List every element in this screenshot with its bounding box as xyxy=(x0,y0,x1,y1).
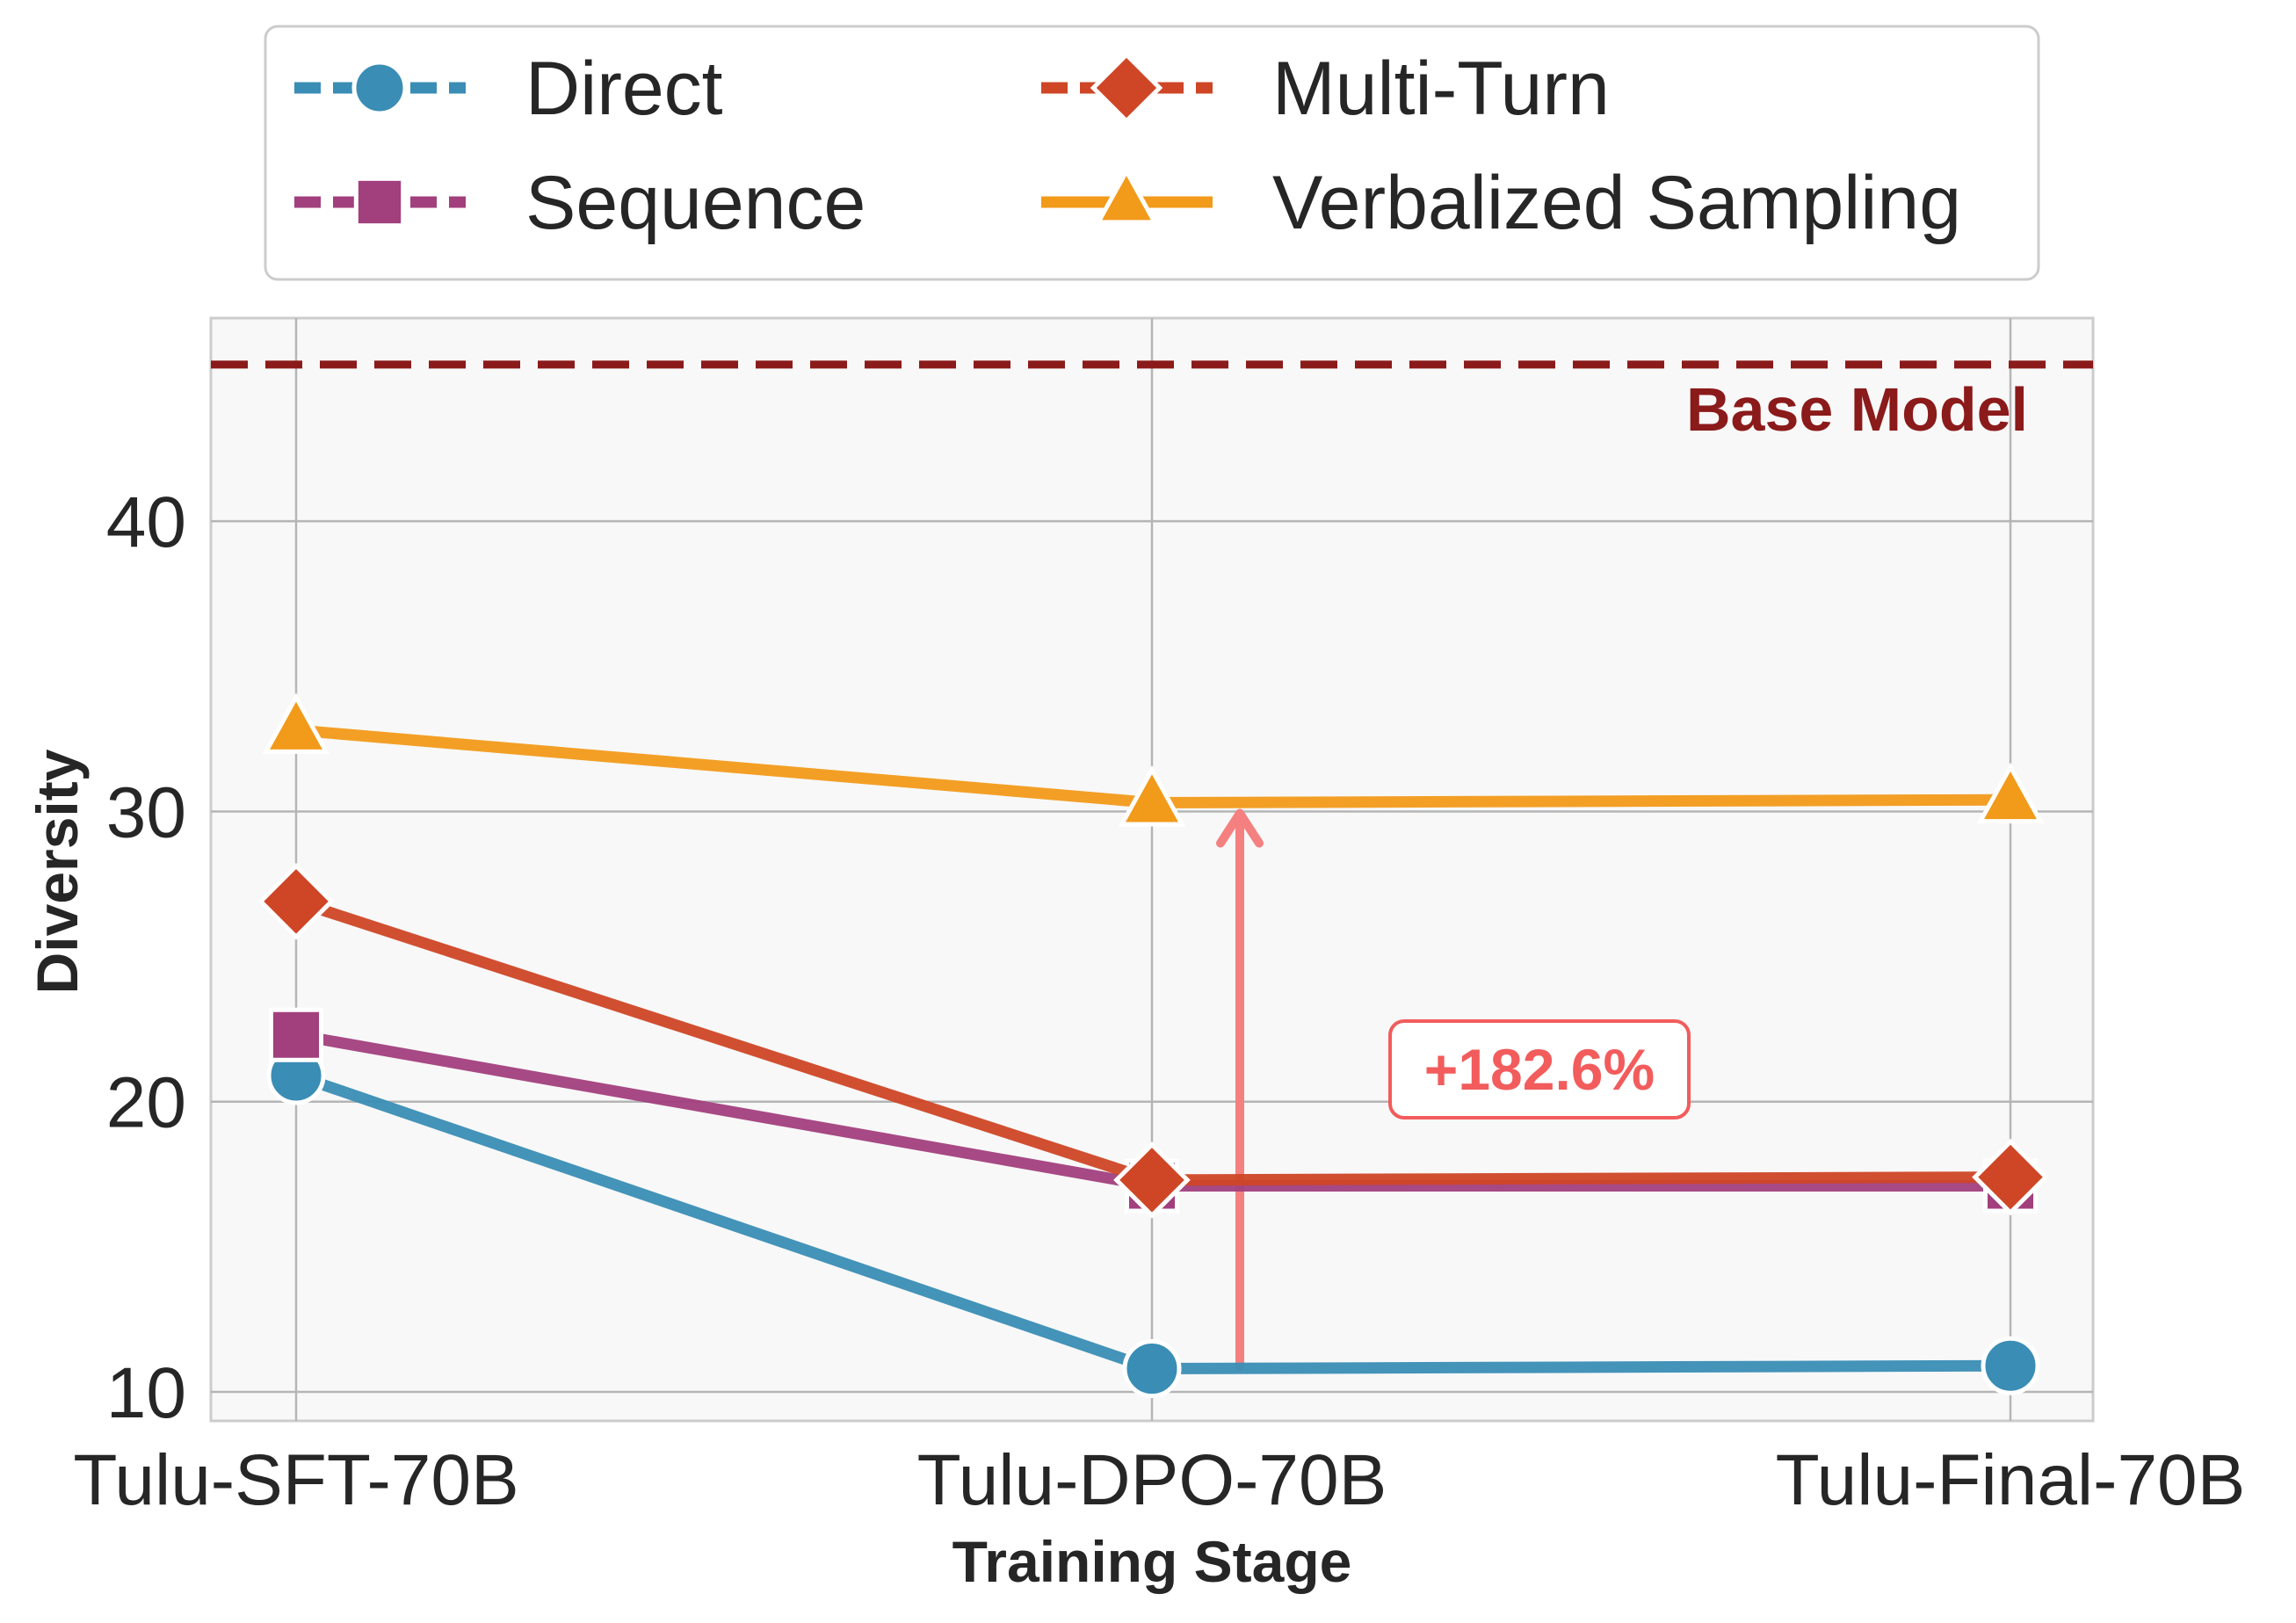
legend-item: Multi-Turn xyxy=(1041,47,1610,131)
series-verbalized-sampling xyxy=(262,692,2045,827)
annotation-group: +182.6% xyxy=(1216,808,1691,1372)
base-model-label: Base Model xyxy=(1686,375,2028,444)
marker-square xyxy=(268,1007,324,1062)
legend-label: Verbalized Sampling xyxy=(1272,161,1961,245)
x-axis-title: Training Stage xyxy=(952,1529,1352,1594)
x-tick-label: Tulu-DPO-70B xyxy=(917,1440,1387,1520)
grid xyxy=(211,318,2093,1421)
annotation-box xyxy=(1388,1019,1691,1119)
y-tick-label: 40 xyxy=(106,482,186,562)
legend: Direct Sequence Multi-Turn Verbalized Sampl… xyxy=(264,25,2040,281)
annotation-arrow-head xyxy=(1216,808,1264,848)
marker-triangle xyxy=(1094,166,1159,225)
marker-circle xyxy=(351,60,408,116)
marker-triangle xyxy=(1976,762,2045,824)
legend-item: Sequence xyxy=(294,161,866,245)
marker-circle xyxy=(1122,1339,1182,1399)
legend-label: Sequence xyxy=(525,161,866,245)
y-tick-labels: 10 20 30 40 xyxy=(106,482,186,1433)
marker-square xyxy=(353,176,406,228)
y-tick-label: 20 xyxy=(106,1063,186,1143)
x-tick-labels: Tulu-SFT-70B Tulu-DPO-70B Tulu-Final-70B xyxy=(73,1440,2245,1520)
x-tick-label: Tulu-Final-70B xyxy=(1776,1440,2246,1520)
marker-triangle xyxy=(262,692,330,754)
y-axis-title: Diversity xyxy=(25,749,90,994)
reference-line-group: Base Model xyxy=(211,360,2093,444)
y-tick-label: 10 xyxy=(106,1353,186,1433)
marker-diamond xyxy=(257,862,335,940)
marker-diamond xyxy=(1113,1141,1191,1219)
series-group xyxy=(257,692,2049,1399)
annotation-label: +182.6% xyxy=(1424,1037,1655,1102)
legend-box xyxy=(264,25,2040,281)
legend-items: Direct Sequence Multi-Turn Verbalized Sampl… xyxy=(294,47,1961,245)
marker-diamond xyxy=(1090,51,1163,125)
marker-triangle xyxy=(1118,764,1186,827)
x-tick-label: Tulu-SFT-70B xyxy=(73,1440,518,1520)
legend-label: Direct xyxy=(525,47,723,131)
legend-item: Verbalized Sampling xyxy=(1041,161,1961,245)
y-tick-label: 30 xyxy=(106,772,186,852)
marker-diamond xyxy=(1972,1138,2049,1216)
marker-circle xyxy=(1981,1336,2040,1395)
series-multi-turn xyxy=(257,862,2049,1219)
legend-label: Multi-Turn xyxy=(1272,47,1610,131)
legend-item: Direct xyxy=(294,47,723,131)
